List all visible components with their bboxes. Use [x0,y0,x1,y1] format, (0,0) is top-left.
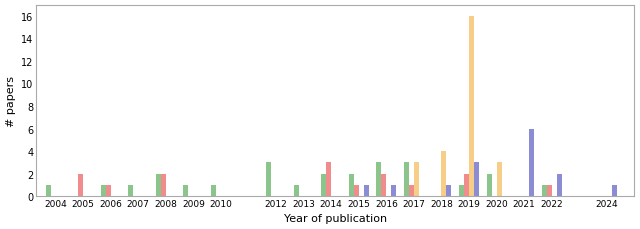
Bar [469,17,474,196]
Bar [409,185,414,196]
Bar [557,174,562,196]
Bar [474,163,479,196]
Bar [294,185,299,196]
Bar [542,185,547,196]
Bar [459,185,464,196]
Bar [404,163,409,196]
Bar [326,163,332,196]
Bar [45,185,51,196]
Bar [376,163,381,196]
Bar [414,163,419,196]
Bar [442,151,447,196]
Bar [354,185,359,196]
Bar [381,174,387,196]
Bar [391,185,396,196]
Bar [364,185,369,196]
Bar [486,174,492,196]
X-axis label: Year of publication: Year of publication [284,213,387,224]
Bar [78,174,83,196]
Bar [464,174,469,196]
Bar [156,174,161,196]
Y-axis label: # papers: # papers [6,76,15,126]
Bar [129,185,133,196]
Bar [349,174,354,196]
Bar [266,163,271,196]
Bar [321,174,326,196]
Bar [184,185,188,196]
Bar [100,185,106,196]
Bar [529,129,534,196]
Bar [447,185,451,196]
Bar [211,185,216,196]
Bar [497,163,502,196]
Bar [161,174,166,196]
Bar [547,185,552,196]
Bar [106,185,111,196]
Bar [612,185,617,196]
